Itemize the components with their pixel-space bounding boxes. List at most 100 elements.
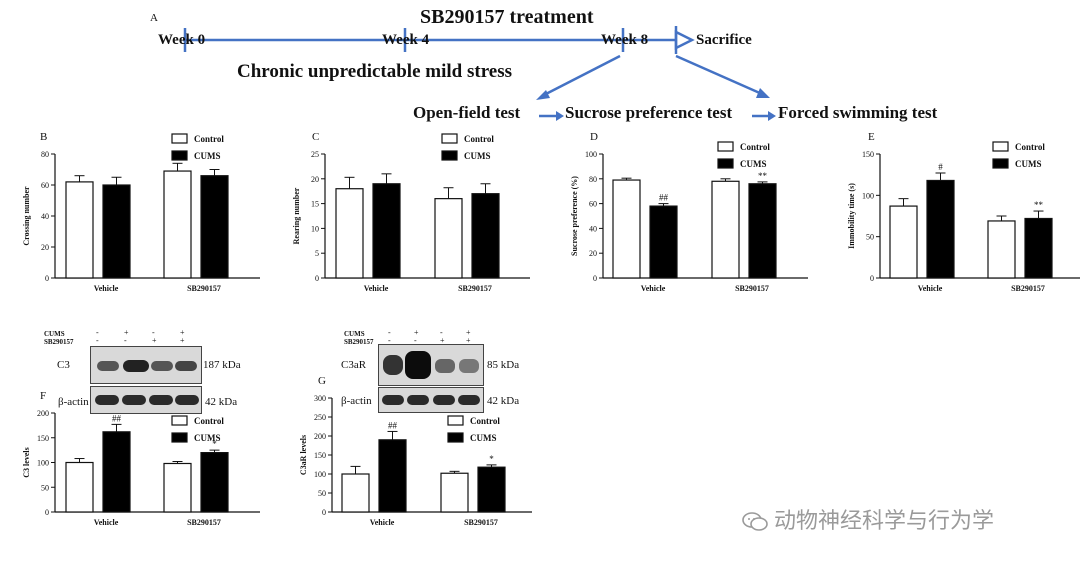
x-category-label-d: Vehicle (641, 284, 666, 293)
y-tick-label-d: 0 (593, 274, 597, 283)
legend-label-cums-f: CUMS (194, 433, 221, 443)
blot-g-target-image (378, 344, 484, 386)
legend-label-cums-b: CUMS (194, 151, 221, 161)
legend-swatch-control-d (717, 141, 734, 152)
legend-swatch-control-c (441, 133, 458, 144)
panel-letter-a: A (150, 12, 158, 24)
x-category-label-c: SB290157 (458, 284, 492, 293)
legend-swatch-control-b (171, 133, 188, 144)
y-axis-label-c: Rearing number (292, 187, 301, 244)
legend-label-cums-e: CUMS (1015, 159, 1042, 169)
y-tick-label-d: 100 (585, 150, 597, 159)
blot-g-loading-kda: 42 kDa (487, 395, 520, 407)
blot-f-sign: - (96, 336, 99, 345)
panel-letter-f: F (40, 390, 46, 402)
y-tick-label-b: 0 (45, 274, 49, 283)
y-tick-label-b: 60 (41, 181, 49, 190)
blot-g-loading-image (378, 387, 484, 413)
x-category-label-g: SB290157 (464, 518, 498, 527)
bar-d-control-vehicle (612, 179, 641, 279)
blot-g-sign: + (466, 336, 471, 345)
blot-g-sign: + (466, 328, 471, 337)
bar-e-control-sb290157 (987, 220, 1016, 279)
legend-swatch-cums-b (171, 150, 188, 161)
test-sucrose-preference: Sucrose preference test (565, 103, 733, 122)
y-tick-label-g: 100 (314, 470, 326, 479)
legend-swatch-control-g (447, 415, 464, 426)
legend-swatch-cums-e (992, 158, 1009, 169)
week-8-label: Week 8 (601, 32, 649, 48)
y-tick-label-f: 0 (45, 508, 49, 517)
bar-g-cums-sb290157 (477, 466, 506, 513)
x-category-label-c: Vehicle (364, 284, 389, 293)
blot-g-target-label: C3aR (341, 359, 367, 371)
blot-g-row-sb: SB290157 (344, 338, 374, 346)
legend-swatch-control-e (992, 141, 1009, 152)
bar-d-control-sb290157 (711, 180, 740, 279)
watermark-text: 动物神经科学与行为学 (774, 509, 995, 534)
legend-label-cums-g: CUMS (470, 433, 497, 443)
blot-f-loading-kda: 42 kDa (205, 396, 238, 408)
y-tick-label-e: 150 (862, 150, 874, 159)
y-tick-label-g: 300 (314, 394, 326, 403)
sacrifice-label: Sacrifice (696, 32, 752, 48)
y-tick-label-b: 40 (41, 212, 49, 221)
panel-letter-d: D (590, 131, 598, 143)
test-forced-swimming: Forced swimming test (778, 103, 938, 122)
blot-f-loading-image (90, 386, 202, 414)
y-tick-label-f: 200 (37, 409, 49, 418)
bar-e-control-vehicle (889, 205, 918, 279)
blot-g-target-kda: 85 kDa (487, 359, 520, 371)
x-category-label-f: Vehicle (94, 518, 119, 527)
y-tick-label-g: 0 (322, 508, 326, 517)
blot-f-sign: - (152, 328, 155, 337)
blot-g-row-labels: CUMS SB290157 (344, 330, 374, 346)
timeline-arrows (183, 26, 776, 121)
bar-c-control-sb290157 (434, 198, 463, 279)
y-tick-label-b: 20 (41, 243, 49, 252)
panel-letter-b: B (40, 131, 47, 143)
y-axis-label-e: Immobility time (s) (847, 183, 856, 249)
blot-g-sign: - (440, 328, 443, 337)
blot-f-row-sb: SB290157 (44, 338, 74, 346)
x-category-label-d: SB290157 (735, 284, 769, 293)
legend-swatch-cums-f (171, 432, 188, 443)
y-tick-label-g: 200 (314, 432, 326, 441)
legend-label-control-e: Control (1015, 142, 1045, 152)
bar-f-cums-sb290157 (200, 452, 229, 513)
blot-g-loading-label: β-actin (341, 395, 372, 407)
legend-label-control-d: Control (740, 142, 770, 152)
y-tick-label-f: 100 (37, 459, 49, 468)
blot-f-target-kda: 187 kDa (203, 359, 241, 371)
blot-f-sign: + (124, 328, 129, 337)
x-category-label-b: Vehicle (94, 284, 119, 293)
y-tick-label-d: 60 (589, 200, 597, 209)
blot-f-row-labels: CUMS SB290157 (44, 330, 74, 346)
bar-g-control-vehicle (341, 473, 370, 513)
bar-d-cums-vehicle (649, 205, 678, 279)
significance-mark-g: ## (388, 420, 398, 430)
x-category-label-f: SB290157 (187, 518, 221, 527)
panel-letter-e: E (868, 131, 875, 143)
y-tick-label-f: 50 (41, 483, 49, 492)
legend-label-control-b: Control (194, 134, 224, 144)
y-tick-label-g: 150 (314, 451, 326, 460)
y-tick-label-d: 80 (589, 175, 597, 184)
x-category-label-e: Vehicle (918, 284, 943, 293)
blot-f-sign: + (152, 336, 157, 345)
bar-e-cums-vehicle (926, 179, 955, 279)
blot-f-row-cums: CUMS (44, 330, 65, 338)
bar-c-control-vehicle (335, 188, 364, 279)
y-axis-label-d: Sucrose preference (%) (570, 176, 579, 256)
blot-g-signs: - + - + - - + + (388, 329, 492, 345)
blot-f-target-image (90, 346, 202, 384)
bar-f-control-sb290157 (163, 462, 192, 513)
blot-f-sign: + (180, 328, 185, 337)
blot-g-sign: - (388, 328, 391, 337)
significance-mark-d: ## (659, 193, 669, 203)
bar-c-cums-sb290157 (471, 193, 500, 279)
y-tick-label-c: 5 (315, 249, 319, 258)
bar-b-cums-sb290157 (200, 175, 229, 279)
y-axis-label-b: Crossing number (22, 186, 31, 246)
